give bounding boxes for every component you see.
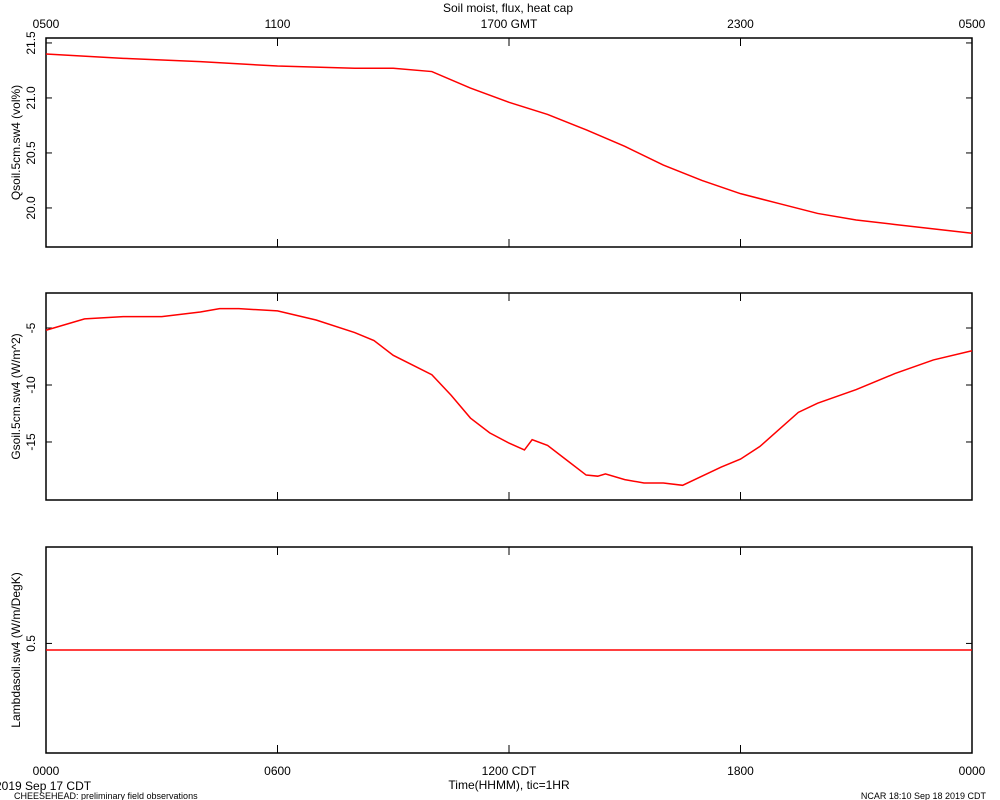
data-line	[45, 307, 973, 487]
y-axis-label: Qsoil.5cm.sw4 (vol%)	[9, 85, 23, 200]
y-tick-label: 20.0	[24, 196, 38, 220]
x2-tick-label: 2300	[727, 17, 754, 31]
plot-frame	[45, 292, 973, 501]
chart-title: Soil moist, flux, heat cap	[443, 1, 573, 15]
x2-tick-label: 0500	[33, 17, 60, 31]
x2-tick-label: 0500	[959, 17, 986, 31]
y-tick-label: 21.0	[24, 86, 38, 110]
y-tick-label: 20.5	[24, 141, 38, 165]
x2-tick-label: 1700 GMT	[481, 17, 538, 31]
y-tick-label: 0.5	[24, 635, 38, 652]
project-label: CHEESEHEAD: preliminary field observatio…	[14, 791, 198, 800]
y-tick-label: -10	[24, 376, 38, 394]
x-tick-label: 0000	[959, 764, 986, 778]
y-axis-label: Gsoil.5cm.sw4 (W/m^2)	[9, 333, 23, 459]
x-tick-label: 1200 CDT	[482, 764, 537, 778]
x-axis-label: Time(HHMM), tic=1HR	[448, 778, 570, 792]
y-tick-label: -5	[24, 322, 38, 333]
data-line	[45, 53, 973, 234]
y-tick-label: -15	[24, 433, 38, 451]
date-label: 2019 Sep 17 CDT	[0, 779, 92, 793]
x2-tick-label: 1100	[265, 17, 291, 31]
stamp-label: NCAR 18:10 Sep 18 2019 CDT	[861, 791, 987, 800]
x-tick-label: 0000	[33, 764, 60, 778]
x-tick-label: 1800	[727, 764, 754, 778]
y-tick-label: 21.5	[24, 31, 38, 55]
x-tick-label: 0600	[264, 764, 291, 778]
y-axis-label: Lambdasoil.sw4 (W/m/DegK)	[9, 572, 23, 727]
